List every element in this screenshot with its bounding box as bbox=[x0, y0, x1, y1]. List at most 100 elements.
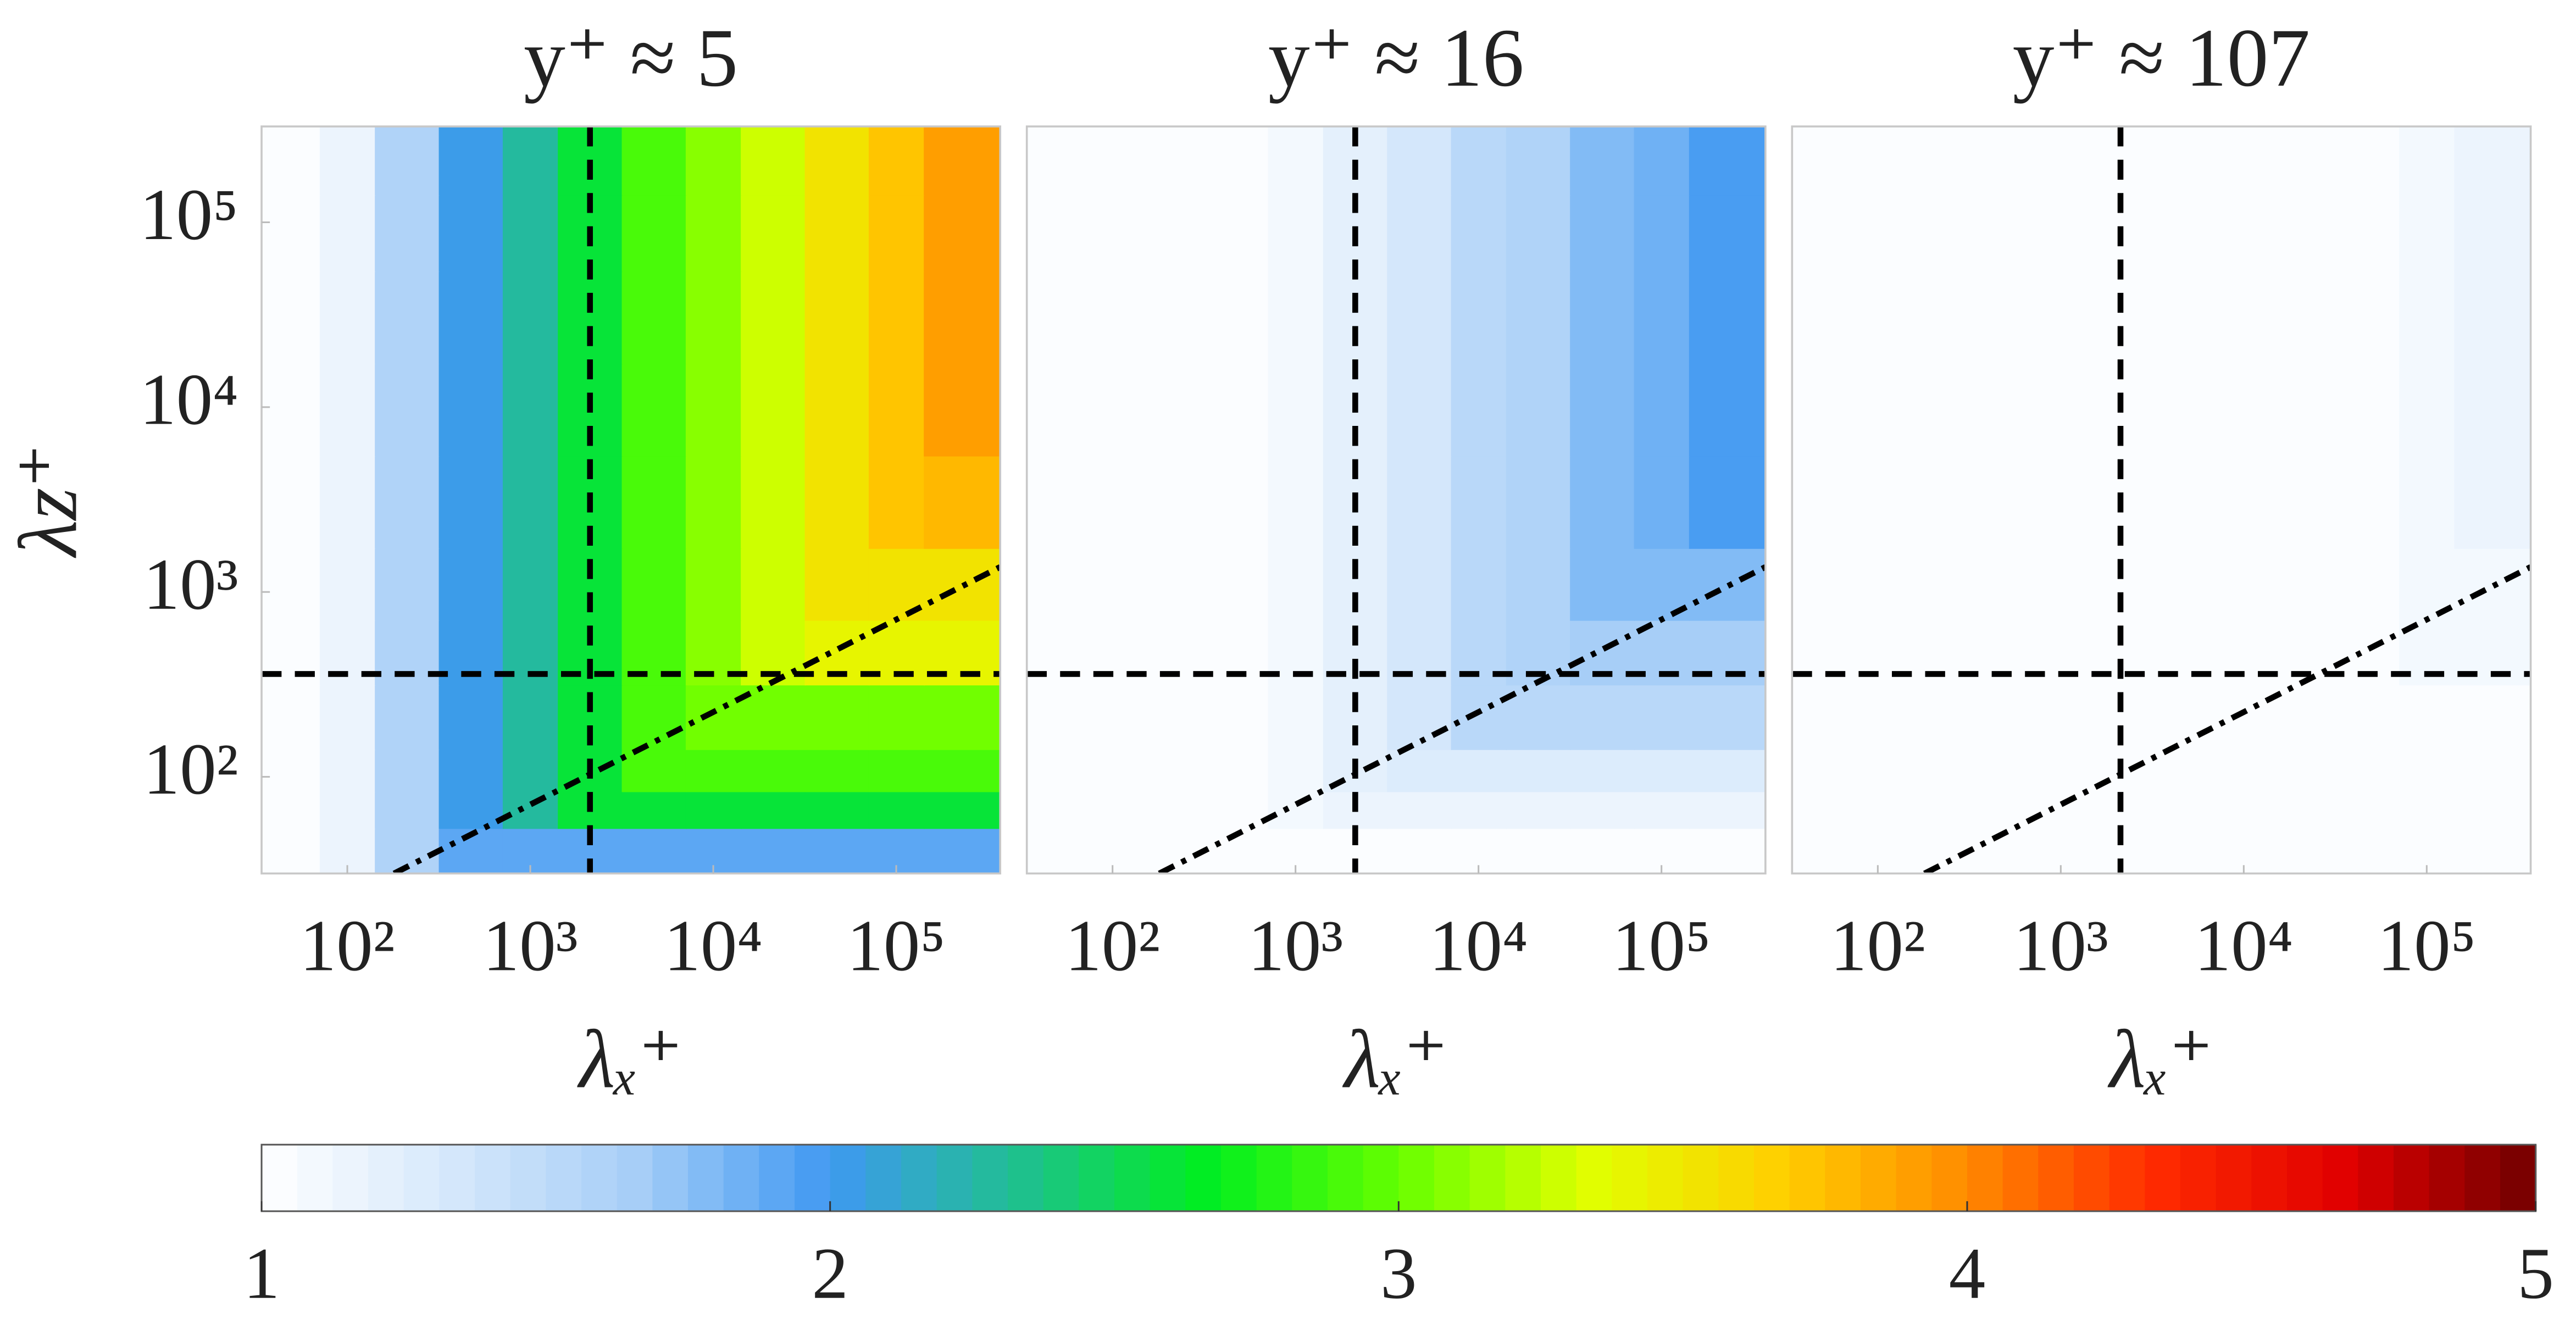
contour-cell bbox=[262, 194, 321, 272]
contour-cell bbox=[262, 791, 321, 829]
contour-cell bbox=[1085, 547, 1141, 621]
contour-cell bbox=[1905, 126, 1970, 196]
contour-cell bbox=[1850, 194, 1907, 272]
contour-cell bbox=[685, 547, 742, 621]
contour-cell bbox=[2399, 791, 2456, 829]
contour-cell bbox=[2335, 828, 2401, 874]
contour-cell bbox=[1792, 828, 1852, 874]
colorbar-band bbox=[1327, 1144, 1364, 1212]
contour-cell bbox=[1570, 194, 1635, 272]
contour-cell bbox=[1140, 270, 1206, 364]
contour-cell bbox=[1969, 194, 2035, 272]
contour-cell bbox=[741, 547, 806, 621]
contour-cell bbox=[2152, 363, 2218, 457]
contour-cell bbox=[2271, 828, 2336, 874]
panel-title: y⁺ ≈ 16 bbox=[1268, 12, 1524, 104]
contour-cell bbox=[1969, 791, 2035, 829]
contour-cell bbox=[1792, 126, 1852, 196]
contour-cell bbox=[1506, 791, 1572, 829]
x-tick-label: 10³ bbox=[482, 905, 578, 986]
contour-cell bbox=[1689, 194, 1766, 272]
contour-cell bbox=[2399, 270, 2456, 364]
contour-cell bbox=[502, 547, 559, 621]
colorbar-band bbox=[475, 1144, 512, 1212]
contour-cell bbox=[2454, 455, 2531, 549]
contour-cell bbox=[1850, 270, 1907, 364]
contour-cell bbox=[1026, 828, 1086, 874]
colorbar-band bbox=[297, 1144, 334, 1212]
x-tick-label: 10⁵ bbox=[1612, 905, 1711, 986]
contour-cell bbox=[868, 194, 925, 272]
contour-cell bbox=[1387, 748, 1452, 792]
contour-cell bbox=[2335, 455, 2401, 549]
contour-cell bbox=[2033, 363, 2090, 457]
contour-cell bbox=[924, 684, 1001, 750]
contour-cell bbox=[741, 270, 806, 364]
contour-cell bbox=[2216, 270, 2273, 364]
contour-cell bbox=[375, 748, 440, 792]
contour-cell bbox=[685, 791, 742, 829]
colorbar-band bbox=[1896, 1144, 1933, 1212]
contour-cell bbox=[319, 363, 376, 457]
colorbar-tick-label: 2 bbox=[812, 1233, 848, 1314]
contour-cell bbox=[1905, 791, 1970, 829]
contour-cell bbox=[2454, 828, 2531, 874]
contour-cell bbox=[1689, 748, 1766, 792]
colorbar-band bbox=[1825, 1144, 1862, 1212]
contour-cell bbox=[685, 455, 742, 549]
contour-cell bbox=[804, 363, 870, 457]
contour-cell bbox=[1387, 791, 1452, 829]
contour-cell bbox=[1085, 270, 1141, 364]
colorbar-band bbox=[1789, 1144, 1826, 1212]
panel bbox=[1792, 126, 2531, 874]
colorbar-band bbox=[2145, 1144, 2181, 1212]
colorbar-tick-label: 5 bbox=[2517, 1233, 2554, 1314]
contour-cell bbox=[1634, 791, 1690, 829]
contour-cell bbox=[1689, 684, 1766, 750]
x-tick-label: 10⁴ bbox=[1429, 905, 1528, 986]
colorbar-band bbox=[2180, 1144, 2217, 1212]
contour-cell bbox=[2399, 684, 2456, 750]
contour-cell bbox=[1634, 126, 1690, 196]
contour-cell bbox=[1792, 363, 1852, 457]
colorbar-band bbox=[2109, 1144, 2146, 1212]
colorbar-band bbox=[1647, 1144, 1684, 1212]
contour-cell bbox=[1969, 363, 2035, 457]
contour-cell bbox=[2216, 126, 2273, 196]
contour-cell bbox=[1850, 126, 1907, 196]
colorbar-band bbox=[2002, 1144, 2039, 1212]
contour-cell bbox=[868, 791, 925, 829]
contour-cell bbox=[1268, 194, 1324, 272]
colorbar-band bbox=[2216, 1144, 2252, 1212]
contour-cell bbox=[2216, 547, 2273, 621]
colorbar-band bbox=[1576, 1144, 1613, 1212]
contour-cell bbox=[262, 270, 321, 364]
colorbar-band bbox=[1114, 1144, 1151, 1212]
panel-border bbox=[260, 125, 1002, 875]
contour-cell bbox=[375, 684, 440, 750]
contour-cell bbox=[1140, 363, 1206, 457]
contour-cell bbox=[1140, 684, 1206, 750]
contour-cell bbox=[1026, 270, 1086, 364]
contour-cell bbox=[2454, 791, 2531, 829]
contour-cell bbox=[1204, 791, 1269, 829]
contour-cell bbox=[621, 748, 687, 792]
contour-cell bbox=[2271, 363, 2336, 457]
contour-cell bbox=[1792, 791, 1852, 829]
contour-cell bbox=[262, 547, 321, 621]
contour-cell bbox=[2152, 547, 2218, 621]
contour-cell bbox=[741, 455, 806, 549]
contour-cell bbox=[2271, 684, 2336, 750]
contour-cell bbox=[2216, 748, 2273, 792]
panel-border bbox=[1025, 125, 1767, 875]
contour-cell bbox=[924, 455, 1001, 549]
contour-cell bbox=[1387, 194, 1452, 272]
contour-cell bbox=[2033, 684, 2090, 750]
contour-cell bbox=[1268, 547, 1324, 621]
contour-cell bbox=[1323, 270, 1389, 364]
contour-cell bbox=[502, 748, 559, 792]
contour-cell bbox=[1085, 791, 1141, 829]
contour-cell bbox=[1026, 547, 1086, 621]
contour-cell bbox=[2335, 748, 2401, 792]
contour-cell bbox=[2335, 270, 2401, 364]
